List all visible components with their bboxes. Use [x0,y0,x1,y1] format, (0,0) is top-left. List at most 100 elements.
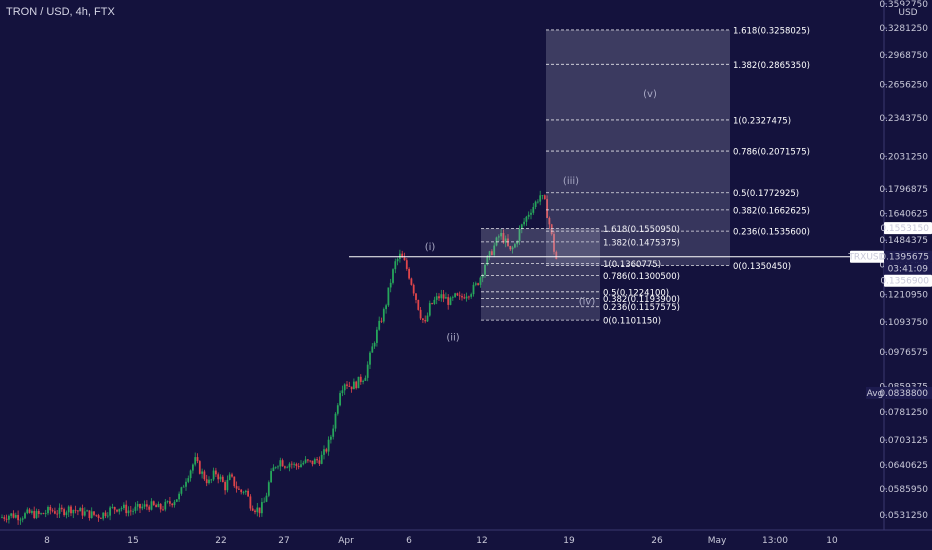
candle-body [366,364,369,378]
last-price-tag-box [884,250,932,263]
candle-body [205,479,208,484]
price-axis-label: 0.2343750 [879,114,928,124]
candle-body [274,466,277,468]
candle-body [233,476,236,487]
countdown-box [884,262,932,275]
price-axis-label: 0.1484375 [879,236,928,246]
candle-body [14,515,17,518]
candle-body [297,465,300,468]
fib-right-band [546,151,730,193]
candle-body [293,463,295,465]
fib-right-level-label: 1.618(0.3258025) [733,26,810,36]
candle-body [33,511,36,519]
fib-left-level-label: 0(0.1101150) [603,317,661,327]
candle-body [51,510,54,512]
candle-body [392,269,394,283]
candle-body [35,510,38,519]
candle-body [136,503,139,507]
fib-left-band [481,291,600,299]
candle-body [21,518,24,520]
candle-body [385,305,387,310]
candle-body [504,238,507,243]
candle-body [431,303,433,304]
candle-body [502,232,505,243]
cursor-tag: 0.1356900 [880,277,929,287]
candle-body [40,513,42,515]
candle-body [311,460,314,465]
candle-body [164,501,167,510]
fib-left-band [481,241,600,264]
candle-body [95,514,98,516]
candle-body [251,508,254,511]
time-axis-label: 27 [278,536,289,546]
fib-left-level-label: 0.5(0.1224100) [603,288,669,298]
candle-body [486,256,489,265]
candle-body [109,507,111,516]
candle-body [350,386,353,390]
time-axis-label: 8 [44,536,50,546]
candle-body [240,489,243,493]
candle-body [520,224,523,230]
candle-body [187,478,190,482]
candle-body [481,274,484,278]
fib-left-level-label: 0.236(0.1157575) [603,303,680,313]
candle-body [254,510,256,513]
candle-body [380,320,383,322]
fib-right-band [546,209,730,232]
candle-body [518,229,521,242]
candle-body [458,295,461,297]
candle-body [118,508,121,512]
price-axis-label: 0.1093750 [879,318,928,328]
candle-body [261,502,263,514]
candle-body [215,470,217,475]
candle-body [113,506,116,510]
fib-right-level-label: 1.382(0.2865350) [733,61,810,71]
candle-body [277,466,279,468]
candle-body [100,518,102,519]
wave-label: (ii) [446,333,459,344]
candle-body [5,518,8,520]
candle-body [371,346,374,353]
candle-body [235,486,238,489]
candle-body [336,405,339,414]
price-axis-label: 0.2031250 [879,152,928,162]
candle-body [394,261,397,270]
candle-body [244,490,247,493]
candle-body [70,506,72,514]
candle-body [267,482,270,496]
candle-body [445,297,447,299]
candle-body [387,287,390,306]
candle-body [90,511,93,518]
wave-label: (v) [643,89,657,100]
candle-body [553,234,555,252]
candle-body [493,245,496,256]
candle-body [403,257,406,261]
candle-body [555,251,558,260]
candle-body [201,471,203,474]
candle-body [474,283,477,285]
fib-left-band [481,275,600,292]
fib-left-level-label: 0.786(0.1300500) [603,272,680,282]
candle-body [339,393,341,406]
candle-body [247,490,249,497]
candle-body [355,381,358,389]
candle-body [456,293,459,296]
candle-body [468,296,470,298]
time-axis-label: 19 [563,536,575,546]
candle-body [226,479,229,491]
candle-body [449,297,452,305]
candle-body [217,474,220,480]
candle-body [318,460,321,464]
level-tag-box [884,222,932,235]
candle-body [417,299,420,310]
candle-body [348,385,351,387]
candle-body [523,221,525,225]
candle-body [405,260,408,269]
chart-title: TRON / USD, 4h, FTX [6,6,115,18]
price-axis-label: 0.0976575 [879,348,928,358]
candle-body [123,504,125,509]
candle-body [424,320,427,322]
candle-body [419,309,422,319]
